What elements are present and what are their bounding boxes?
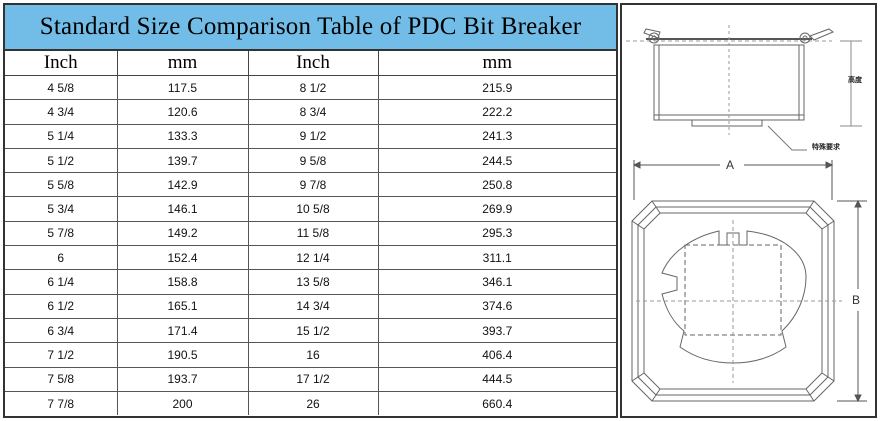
side-view [626, 25, 862, 151]
table-row: 7 7/8 200 26 660.4 [5, 390, 616, 416]
table-row: 6 3/4 171.4 15 1/2 393.7 [5, 317, 616, 344]
table-row: 5 3/4 146.1 10 5/8 269.9 [5, 196, 616, 222]
cell: 11 5/8 [247, 220, 379, 247]
cell: 6 3/4 [5, 317, 118, 344]
cell: 13 5/8 [247, 269, 379, 295]
cell: 9 7/8 [247, 172, 379, 198]
cell: 142.9 [116, 172, 249, 198]
hinge-left-icon [648, 32, 660, 44]
cell: 5 5/8 [5, 172, 118, 198]
size-comparison-table-panel: Standard Size Comparison Table of PDC Bi… [3, 3, 618, 418]
cell: 406.4 [377, 342, 616, 368]
table-row: 5 1/2 139.7 9 5/8 244.5 [5, 147, 616, 174]
cell: 10 5/8 [247, 196, 379, 222]
cell: 139.7 [116, 147, 249, 174]
cell: 8 3/4 [247, 99, 379, 125]
special-requirement-label: 特殊要求 [812, 144, 840, 151]
cell: 193.7 [116, 366, 249, 392]
cell: 158.8 [116, 269, 249, 295]
table-row: 6 152.4 12 1/4 311.1 [5, 245, 616, 271]
column-header-mm-1: mm [116, 51, 249, 76]
cell: 215.9 [377, 74, 616, 101]
table-row: 6 1/4 158.8 13 5/8 346.1 [5, 269, 616, 295]
cell: 165.1 [116, 293, 249, 319]
cell: 133.3 [116, 123, 249, 149]
cell: 152.4 [116, 245, 249, 271]
cell: 311.1 [377, 245, 616, 271]
hinge-right-icon [799, 32, 811, 44]
column-header-inch-1: Inch [5, 51, 118, 76]
cell: 374.6 [377, 293, 616, 319]
table-row: 4 3/4 120.6 8 3/4 222.2 [5, 99, 616, 125]
dimension-b-label: B [852, 293, 861, 307]
cell: 5 1/4 [5, 123, 118, 149]
cell: 9 5/8 [247, 147, 379, 174]
cell: 244.5 [377, 147, 616, 174]
cell: 14 3/4 [247, 293, 379, 319]
cell: 222.2 [377, 99, 616, 125]
cell: 444.5 [377, 366, 616, 392]
dimension-a [632, 160, 834, 200]
dimension-a-label: A [726, 158, 735, 172]
cell: 7 1/2 [5, 342, 118, 368]
drawing-svg [626, 25, 867, 403]
cell: 15 1/2 [247, 317, 379, 344]
table-row: 7 5/8 193.7 17 1/2 444.5 [5, 366, 616, 392]
cell: 200 [116, 390, 249, 416]
cell: 4 3/4 [5, 99, 118, 125]
cell: 5 7/8 [5, 220, 118, 247]
dimension-b [837, 199, 867, 403]
table-row: 6 1/2 165.1 14 3/4 374.6 [5, 293, 616, 319]
cell: 190.5 [116, 342, 249, 368]
column-header-inch-2: Inch [247, 51, 379, 76]
table-title: Standard Size Comparison Table of PDC Bi… [39, 13, 582, 40]
cell: 16 [247, 342, 379, 368]
cell: 269.9 [377, 196, 616, 222]
cell: 5 1/2 [5, 147, 118, 174]
table-row: 4 5/8 117.5 8 1/2 215.9 [5, 74, 616, 101]
table-header-row: Inch mm Inch mm [5, 51, 616, 76]
cell: 7 7/8 [5, 390, 118, 416]
table-row: 5 7/8 149.2 11 5/8 295.3 [5, 220, 616, 247]
cell: 117.5 [116, 74, 249, 101]
cell: 346.1 [377, 269, 616, 295]
bit-breaker-technical-drawing: 高度 特殊要求 A B [620, 3, 877, 418]
cell: 6 [5, 245, 118, 271]
cell: 5 3/4 [5, 196, 118, 222]
cell: 250.8 [377, 172, 616, 198]
cell: 393.7 [377, 317, 616, 344]
top-view [631, 200, 842, 402]
size-comparison-table: Inch mm Inch mm 4 5/8 117.5 8 1/2 215.9 4 3… [5, 51, 616, 416]
cell: 6 1/2 [5, 293, 118, 319]
cell: 8 1/2 [247, 74, 379, 101]
cell: 146.1 [116, 196, 249, 222]
cell: 9 1/2 [247, 123, 379, 149]
table-row: 5 1/4 133.3 9 1/2 241.3 [5, 123, 616, 149]
cell: 17 1/2 [247, 366, 379, 392]
cell: 26 [247, 390, 379, 416]
cell: 4 5/8 [5, 74, 118, 101]
column-header-mm-2: mm [377, 51, 616, 76]
table-title-bar: Standard Size Comparison Table of PDC Bi… [5, 5, 616, 51]
cell: 12 1/4 [247, 245, 379, 271]
cell: 120.6 [116, 99, 249, 125]
cell: 149.2 [116, 220, 249, 247]
cell: 6 1/4 [5, 269, 118, 295]
table-row: 7 1/2 190.5 16 406.4 [5, 342, 616, 368]
cell: 241.3 [377, 123, 616, 149]
table-row: 5 5/8 142.9 9 7/8 250.8 [5, 172, 616, 198]
cell: 295.3 [377, 220, 616, 247]
cell: 660.4 [377, 390, 616, 416]
height-label: 高度 [848, 77, 862, 84]
cell: 7 5/8 [5, 366, 118, 392]
cell: 171.4 [116, 317, 249, 344]
